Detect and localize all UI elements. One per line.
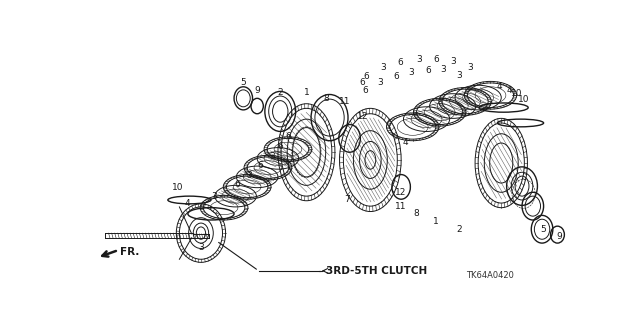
Text: 8: 8: [413, 209, 419, 218]
Text: 1: 1: [303, 88, 309, 97]
Text: 3: 3: [456, 71, 462, 80]
Text: 6: 6: [285, 131, 291, 141]
Text: 3: 3: [269, 152, 275, 160]
Text: 10: 10: [511, 89, 522, 98]
Text: 6: 6: [277, 142, 283, 151]
Text: 4: 4: [402, 138, 408, 147]
Text: 6: 6: [393, 72, 399, 81]
Text: 11: 11: [339, 97, 351, 106]
Text: 3: 3: [211, 192, 217, 201]
Text: 9: 9: [254, 86, 260, 95]
Text: 2: 2: [278, 88, 283, 97]
Text: 10: 10: [518, 95, 529, 104]
Text: 5: 5: [541, 225, 547, 234]
Text: 6: 6: [364, 72, 369, 81]
Text: 8: 8: [324, 94, 330, 103]
Text: 3: 3: [450, 57, 456, 66]
Text: 3: 3: [440, 64, 446, 74]
Text: FR.: FR.: [120, 247, 140, 257]
Text: 3: 3: [467, 63, 472, 72]
Text: 6: 6: [257, 161, 263, 170]
Text: 5: 5: [241, 78, 246, 87]
Text: 3: 3: [378, 78, 383, 87]
Text: 12: 12: [357, 112, 369, 121]
Text: 12: 12: [395, 188, 406, 197]
Text: 6: 6: [425, 66, 431, 75]
Text: 11: 11: [396, 202, 407, 211]
Text: 10: 10: [172, 183, 184, 192]
Text: 6: 6: [234, 180, 240, 189]
Text: 3: 3: [381, 63, 387, 72]
Text: 6: 6: [362, 86, 368, 95]
Text: 3: 3: [246, 171, 252, 180]
Text: 9: 9: [556, 233, 562, 241]
Text: 6: 6: [433, 55, 438, 63]
Text: 6: 6: [397, 58, 403, 67]
Text: 4: 4: [506, 86, 512, 95]
Text: 4: 4: [185, 199, 191, 208]
Text: 1: 1: [433, 217, 438, 226]
Text: 3: 3: [408, 69, 414, 78]
Text: 3RD-5TH CLUTCH: 3RD-5TH CLUTCH: [326, 266, 428, 276]
Text: 4: 4: [496, 82, 502, 91]
Text: 2: 2: [456, 225, 461, 234]
Text: 3: 3: [416, 55, 422, 63]
Text: 3: 3: [198, 243, 204, 252]
Text: 6: 6: [360, 78, 365, 87]
Text: TK64A0420: TK64A0420: [466, 271, 514, 280]
Text: 7: 7: [344, 196, 350, 204]
